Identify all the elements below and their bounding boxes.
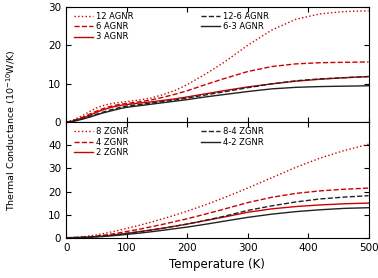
Legend: 8-4 ZGNR, 4-2 ZGNR: 8-4 ZGNR, 4-2 ZGNR [200, 126, 265, 147]
X-axis label: Temperature (K): Temperature (K) [169, 258, 265, 271]
Legend: 12-6 AGNR, 6-3 AGNR: 12-6 AGNR, 6-3 AGNR [200, 11, 270, 32]
Text: Thermal Conductance ($10^{-10}$W/K): Thermal Conductance ($10^{-10}$W/K) [5, 50, 18, 212]
